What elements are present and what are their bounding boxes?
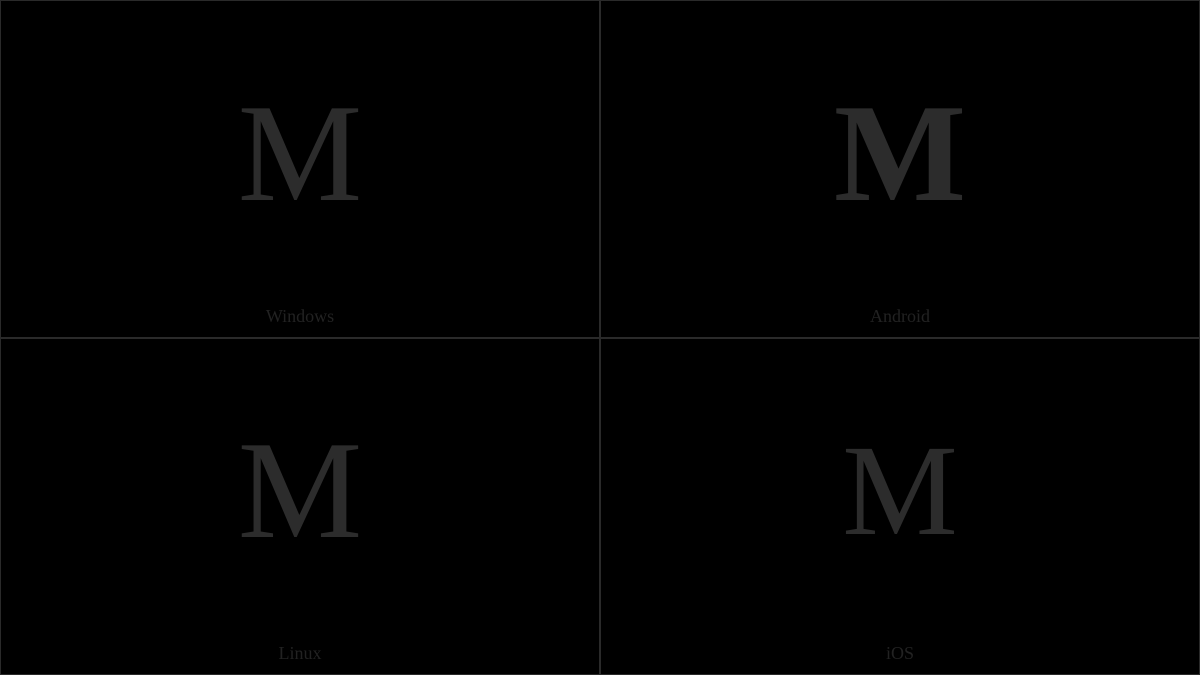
panel-android: M Android <box>600 0 1200 338</box>
panel-linux: M Linux <box>0 338 600 675</box>
label-android: Android <box>601 306 1199 327</box>
glyph-android: M <box>834 84 966 224</box>
glyph-windows: M <box>238 84 362 224</box>
label-ios: iOS <box>601 643 1199 664</box>
label-windows: Windows <box>1 306 599 327</box>
glyph-comparison-grid: M Windows M Android M Linux M iOS <box>0 0 1200 675</box>
label-linux: Linux <box>1 643 599 664</box>
glyph-linux: M <box>238 421 362 561</box>
glyph-ios: M <box>842 426 958 556</box>
panel-ios: M iOS <box>600 338 1200 675</box>
panel-windows: M Windows <box>0 0 600 338</box>
